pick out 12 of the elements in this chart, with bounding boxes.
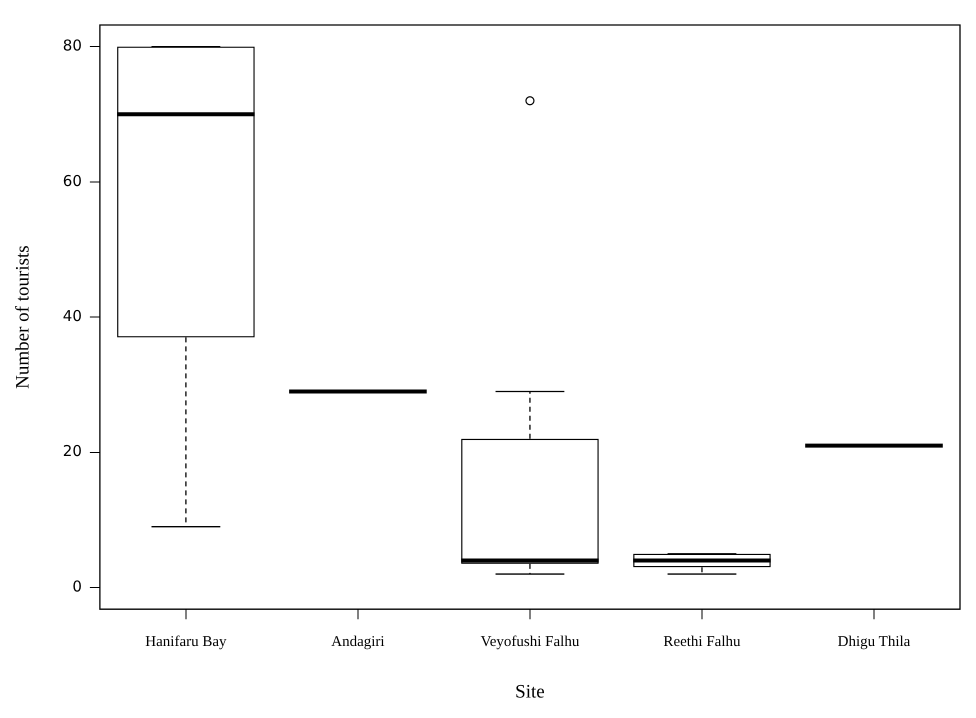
y-tick-label: 20 bbox=[62, 442, 82, 460]
x-axis-title: Site bbox=[515, 682, 545, 703]
x-tick-label: Hanifaru Bay bbox=[145, 634, 228, 650]
y-tick-label: 60 bbox=[62, 172, 82, 190]
x-tick-label: Reethi Falhu bbox=[663, 634, 741, 650]
y-tick-label: 0 bbox=[72, 577, 82, 596]
x-tick-label: Veyofushi Falhu bbox=[480, 634, 580, 650]
x-tick-label: Dhigu Thila bbox=[838, 634, 911, 650]
y-tick-label: 80 bbox=[62, 36, 82, 55]
y-axis-title: Number of tourists bbox=[12, 245, 34, 389]
x-tick-label: Andagiri bbox=[331, 634, 385, 650]
y-tick-label: 40 bbox=[62, 306, 82, 325]
